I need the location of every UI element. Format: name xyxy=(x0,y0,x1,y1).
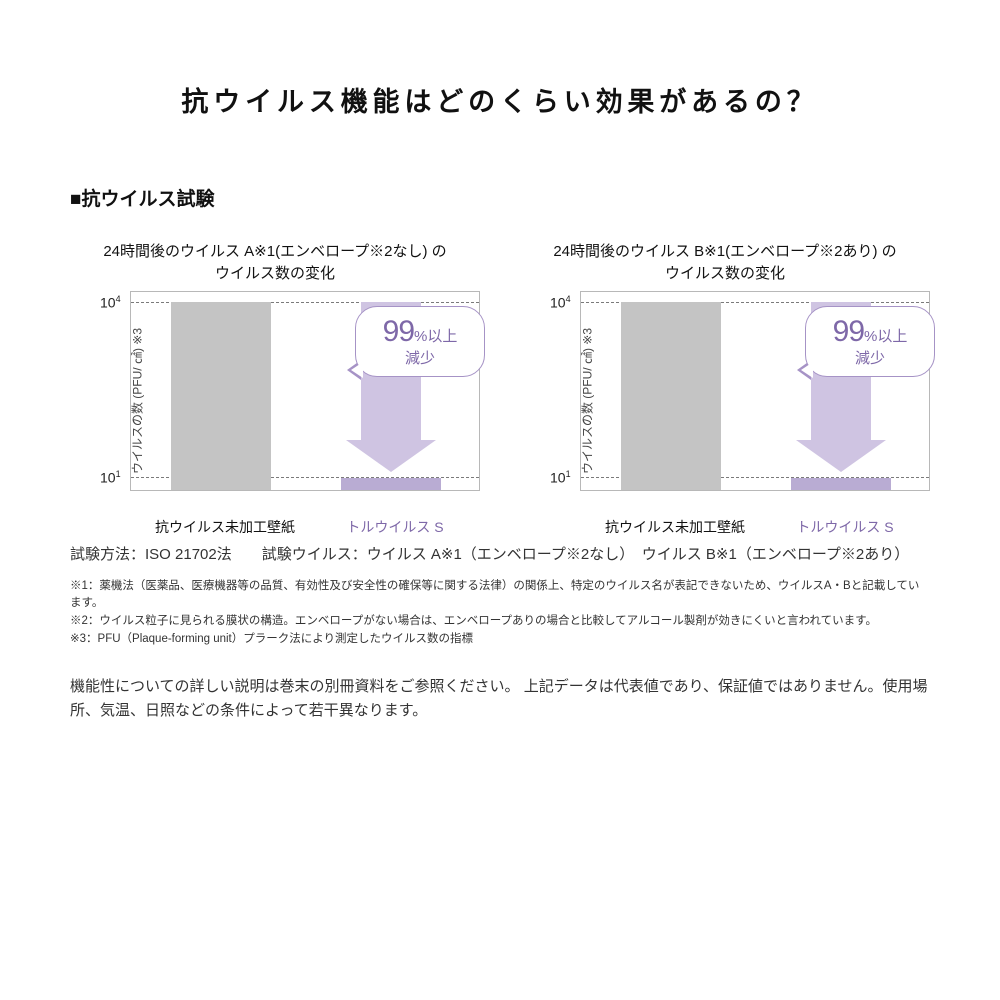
arrow-head-b xyxy=(796,440,886,472)
chart-box-b: ウイルスの数 (PFU/ ㎠) ※3 104 101 99%以上 減少 xyxy=(520,291,930,511)
ytick-b-0: 104 xyxy=(550,294,571,311)
note-3: ※3：PFU（Plaque-forming unit）プラーク法により測定したウ… xyxy=(70,631,930,649)
method-line: 試験方法：ISO 21702法 試験ウイルス：ウイルス A※1（エンベロープ※2… xyxy=(70,543,930,564)
arrow-head-a xyxy=(346,440,436,472)
plot-a: 99%以上 減少 xyxy=(130,291,480,491)
page-title: 抗ウイルス機能はどのくらい効果があるの？ xyxy=(70,80,930,119)
bar-untreated-a xyxy=(171,302,271,490)
plot-b: 99%以上 減少 xyxy=(580,291,930,491)
chart-box-a: ウイルスの数 (PFU/ ㎠) ※3 104 101 99%以上 減少 xyxy=(70,291,480,511)
chart-title-b: 24時間後のウイルス B※1(エンベロープ※2あり) の ウイルス数の変化 xyxy=(520,241,930,285)
bubble-big-a: 99 xyxy=(383,315,414,348)
note-2: ※2：ウイルス粒子に見られる膜状の構造。エンベロープがない場合は、エンベロープあ… xyxy=(70,613,930,631)
cat-untreated-a: 抗ウイルス未加工壁紙 xyxy=(140,517,310,537)
bar-treated-a xyxy=(341,478,441,490)
bubble-small-a: %以上 xyxy=(414,328,457,345)
callout-bubble-a: 99%以上 減少 xyxy=(355,306,485,377)
ytick-a-0: 104 xyxy=(100,294,121,311)
cat-treated-b: トルウイルス S xyxy=(770,517,920,537)
bubble-tail-inner-b xyxy=(801,362,813,378)
ytick-b-1: 101 xyxy=(550,469,571,486)
cat-untreated-b: 抗ウイルス未加工壁紙 xyxy=(590,517,760,537)
bubble-big-b: 99 xyxy=(833,315,864,348)
callout-bubble-b: 99%以上 減少 xyxy=(805,306,935,377)
bubble-line2-a: 減少 xyxy=(370,347,470,368)
note-1: ※1：薬機法（医薬品、医療機器等の品質、有効性及び安全性の確保等に関する法律）の… xyxy=(70,578,930,614)
chart-block-a: 24時間後のウイルス A※1(エンベロープ※2なし) の ウイルス数の変化 ウイ… xyxy=(70,241,480,511)
bubble-small-b: %以上 xyxy=(864,328,907,345)
ytick-a-1: 101 xyxy=(100,469,121,486)
section-label: ■抗ウイルス試験 xyxy=(70,184,930,211)
charts-row: 24時間後のウイルス A※1(エンベロープ※2なし) の ウイルス数の変化 ウイ… xyxy=(70,241,930,511)
disclaimer: 機能性についての詳しい説明は巻末の別冊資料をご参照ください。 上記データは代表値… xyxy=(70,675,930,723)
notes-block: ※1：薬機法（医薬品、医療機器等の品質、有効性及び安全性の確保等に関する法律）の… xyxy=(70,578,930,649)
chart-title-a: 24時間後のウイルス A※1(エンベロープ※2なし) の ウイルス数の変化 xyxy=(70,241,480,285)
bubble-tail-inner-a xyxy=(351,362,363,378)
cat-treated-a: トルウイルス S xyxy=(320,517,470,537)
bar-treated-b xyxy=(791,478,891,490)
chart-block-b: 24時間後のウイルス B※1(エンベロープ※2あり) の ウイルス数の変化 ウイ… xyxy=(520,241,930,511)
bar-untreated-b xyxy=(621,302,721,490)
bubble-line2-b: 減少 xyxy=(820,347,920,368)
